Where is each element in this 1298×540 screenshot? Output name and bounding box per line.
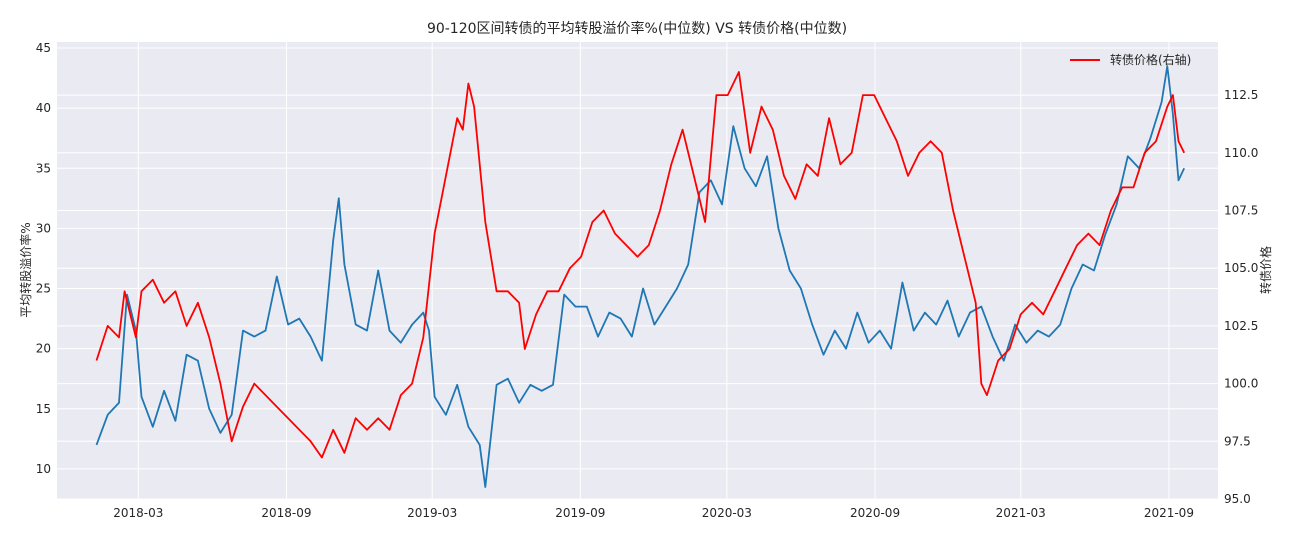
y-left-tick-label: 15 [36,402,51,416]
y-right-tick-label: 97.5 [1224,434,1251,448]
plot-background [57,42,1218,499]
x-tick-label: 2020-03 [702,506,752,520]
x-tick-label: 2020-09 [850,506,900,520]
y-right-tick-labels: 95.0 97.5 100.0 102.5 105.0 107.5 110.0 112.5 [1224,88,1258,506]
x-tick-label: 2021-09 [1144,506,1194,520]
legend: 转债价格(右轴) [1070,52,1191,67]
x-tick-label: 2019-03 [407,506,457,520]
y-right-tick-label: 100.0 [1224,377,1258,391]
series-line-price [95,71,1186,459]
y-right-axis-label: 转债价格 [1258,246,1273,294]
y-right-tick-label: 112.5 [1224,88,1258,102]
y-left-tick-label: 40 [36,101,51,115]
y-right-tick-label: 105.0 [1224,261,1258,275]
y-left-tick-label: 45 [36,41,51,55]
x-tick-labels: 2018-03 2018-09 2019-03 2019-09 2020-03 2020-… [113,506,1194,520]
y-left-tick-label: 30 [36,221,51,235]
y-right-tick-label: 110.0 [1224,146,1258,160]
x-tick-label: 2021-03 [996,506,1046,520]
y-left-tick-label: 20 [36,342,51,356]
y-left-tick-label: 10 [36,462,51,476]
series-layer [95,65,1186,488]
y-right-tick-label: 107.5 [1224,203,1258,217]
y-left-tick-label: 25 [36,282,51,296]
x-tick-label: 2019-09 [555,506,605,520]
y-right-tick-label: 102.5 [1224,319,1258,333]
y-gridlines [57,47,1218,500]
x-tick-label: 2018-03 [113,506,163,520]
x-gridlines [137,42,1170,499]
chart-title: 90-120区间转债的平均转股溢价率%(中位数) VS 转债价格(中位数) [427,20,847,37]
legend-label-price: 转债价格(右轴) [1110,52,1191,67]
y-left-tick-labels: 10 15 20 25 30 35 40 45 [36,41,51,476]
y-left-tick-label: 35 [36,161,51,175]
y-left-axis-label: 平均转股溢价率% [18,222,33,317]
y-right-tick-label: 95.0 [1224,492,1251,506]
series-line-premium [95,65,1186,488]
x-tick-label: 2018-09 [261,506,311,520]
